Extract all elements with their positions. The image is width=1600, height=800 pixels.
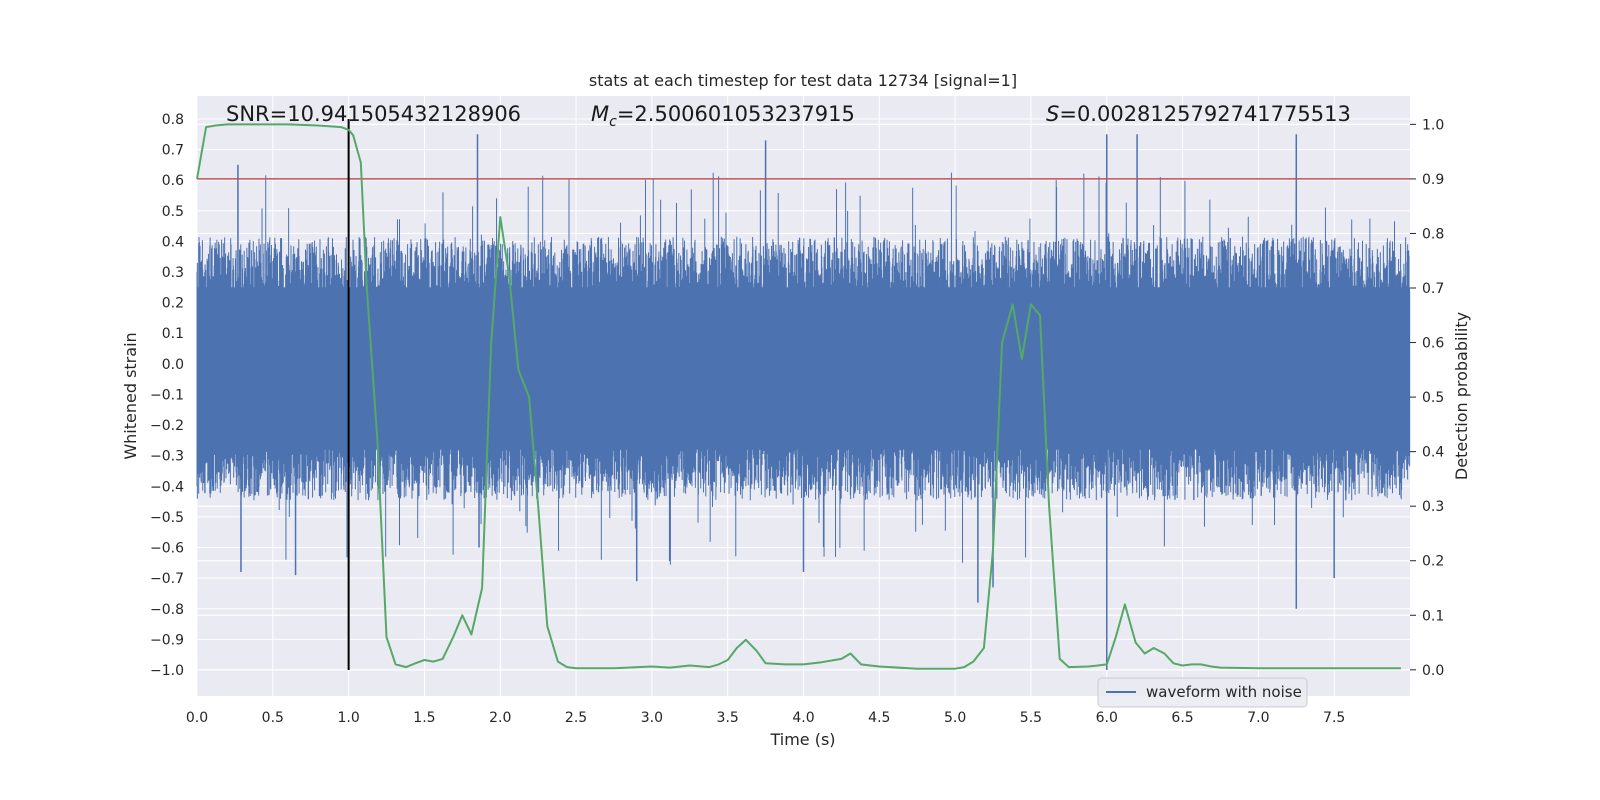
y-left-tick-label: −0.9 — [150, 632, 184, 648]
y-left-tick-label: 0.2 — [162, 296, 184, 312]
y-right-tick-label: 0.4 — [1422, 445, 1444, 461]
y-left-tick-label: −0.7 — [150, 571, 184, 587]
y-right-tick-label: 0.3 — [1422, 499, 1444, 515]
y-left-tick-label: 0.0 — [162, 357, 184, 373]
legend-label-waveform: waveform with noise — [1146, 683, 1302, 701]
x-tick-label: 3.5 — [717, 710, 739, 726]
y-left-tick-label: −0.2 — [150, 418, 184, 434]
x-tick-label: 7.5 — [1323, 710, 1345, 726]
y-left-tick-label: −0.3 — [150, 449, 184, 465]
y-right-tick-label: 0.7 — [1422, 281, 1444, 297]
x-tick-label: 6.5 — [1171, 710, 1193, 726]
x-tick-labels: 0.0 0.5 1.0 1.5 2.0 2.5 3.0 3.5 4.0 4.5 5.0 5.5 6.0 6… — [186, 710, 1345, 726]
s-annotation: S=0.0028125792741775513 — [1046, 102, 1351, 126]
x-tick-label: 6.0 — [1096, 710, 1118, 726]
y-left-axis-label: Whitened strain — [121, 332, 140, 459]
y-right-tick-label: 0.9 — [1422, 172, 1444, 188]
y-right-tick-label: 0.5 — [1422, 390, 1444, 406]
y-right-tick-label: 1.0 — [1422, 117, 1444, 133]
y-right-tick-label: 0.2 — [1422, 554, 1444, 570]
y-right-tick-label: 0.1 — [1422, 608, 1444, 624]
chirp-mass-annotation: Mc=2.500601053237915 — [591, 102, 855, 130]
x-tick-label: 7.0 — [1247, 710, 1269, 726]
y-left-tick-label: 0.6 — [162, 173, 184, 189]
chart-title: stats at each timestep for test data 127… — [589, 71, 1017, 90]
y-right-tick-label: 0.6 — [1422, 336, 1444, 352]
s-symbol: S — [1046, 102, 1059, 126]
chirp-mass-symbol: M — [591, 102, 609, 126]
x-tick-label: 4.0 — [792, 710, 814, 726]
x-tick-label: 5.0 — [944, 710, 966, 726]
chirp-mass-subscript: c — [609, 114, 617, 130]
y-left-tick-label: 0.1 — [162, 326, 184, 342]
y-right-tick-labels: 1.0 0.9 0.8 0.7 0.6 0.5 0.4 0.3 0.2 0.1 0.0 — [1410, 117, 1444, 679]
y-left-tick-label: 0.5 — [162, 204, 184, 220]
legend: waveform with noise — [1097, 677, 1308, 708]
x-tick-label: 2.0 — [489, 710, 511, 726]
x-tick-label: 5.5 — [1020, 710, 1042, 726]
y-left-tick-label: 0.7 — [162, 143, 184, 159]
x-tick-label: 3.0 — [641, 710, 663, 726]
waveform-series — [196, 134, 1411, 670]
y-right-tick-label: 0.0 — [1422, 663, 1444, 679]
y-left-tick-label: 0.3 — [162, 265, 184, 281]
legend-box — [1097, 677, 1308, 708]
x-tick-label: 4.5 — [868, 710, 890, 726]
y-left-tick-label: −0.5 — [150, 510, 184, 526]
x-tick-label: 1.5 — [413, 710, 435, 726]
y-left-tick-label: −0.8 — [150, 602, 184, 618]
x-axis-label: Time (s) — [769, 730, 835, 749]
x-tick-label: 0.5 — [262, 710, 284, 726]
y-left-tick-label: −0.6 — [150, 541, 184, 557]
x-tick-label: 2.5 — [565, 710, 587, 726]
y-left-tick-label: 0.4 — [162, 234, 184, 250]
s-value: =0.0028125792741775513 — [1059, 102, 1351, 126]
y-left-tick-label: −1.0 — [150, 663, 184, 679]
y-left-tick-labels: 0.8 0.7 0.6 0.5 0.4 0.3 0.2 0.1 0.0 −0.1 −0.2 −0.3 −… — [150, 112, 184, 679]
y-left-tick-label: 0.8 — [162, 112, 184, 128]
y-right-tick-label: 0.8 — [1422, 226, 1444, 242]
y-right-axis-label: Detection probability — [1452, 312, 1471, 480]
chirp-mass-value: =2.500601053237915 — [617, 102, 855, 126]
y-left-tick-label: −0.1 — [150, 387, 184, 403]
x-tick-label: 0.0 — [186, 710, 208, 726]
snr-annotation: SNR=10.941505432128906 — [226, 102, 521, 126]
y-left-tick-label: −0.4 — [150, 479, 184, 495]
x-tick-label: 1.0 — [337, 710, 359, 726]
detection-probability-line — [196, 123, 1401, 670]
